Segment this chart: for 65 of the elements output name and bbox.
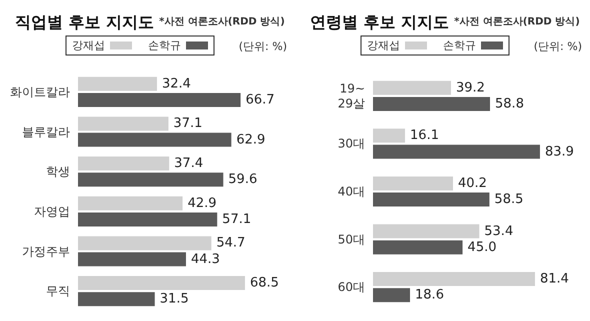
- data-label: 44.3: [190, 252, 220, 267]
- bar: [373, 192, 490, 207]
- text: (단위: %): [534, 40, 582, 53]
- data-label: 68.5: [250, 276, 279, 291]
- bar: [373, 176, 453, 190]
- bar: [373, 144, 540, 159]
- data-label: 16.1: [410, 128, 439, 144]
- bar: [78, 252, 186, 266]
- bar: [78, 92, 241, 107]
- bar: [78, 76, 157, 91]
- bar: [373, 96, 490, 111]
- bar: [78, 236, 212, 250]
- bar: [78, 292, 155, 306]
- bar: [373, 128, 406, 143]
- text: (단위: %): [238, 40, 288, 53]
- bar: [78, 276, 245, 290]
- data-label: 39.2: [456, 80, 485, 96]
- y-tick-label: 학생: [46, 164, 70, 179]
- data-label: 37.1: [173, 116, 202, 132]
- y-tick-label: 가정주부: [22, 244, 70, 258]
- data-label: 81.4: [540, 272, 569, 287]
- data-label: 45.0: [468, 240, 497, 255]
- data-label: 37.4: [174, 156, 204, 172]
- bar: [78, 196, 183, 210]
- legend-label: 강재섭: [367, 39, 400, 52]
- legend-label: 손학규: [443, 39, 476, 52]
- data-label: 59.6: [228, 172, 258, 188]
- data-label: 32.4: [162, 76, 191, 92]
- legend-label: 강재섭: [72, 39, 105, 52]
- y-tick-label: 19~ 29살: [338, 81, 365, 110]
- data-label: 57.1: [222, 212, 252, 227]
- bar: [78, 132, 232, 147]
- y-tick-label: 30대: [338, 136, 365, 151]
- data-label: 58.5: [494, 192, 524, 208]
- bar: [373, 240, 463, 254]
- chart-subtitle: *사전 여론조사(RDD 방식): [454, 16, 580, 28]
- bar: [78, 116, 168, 131]
- bar: [373, 224, 480, 238]
- data-label: 53.4: [484, 224, 514, 239]
- data-label: 54.7: [216, 236, 246, 251]
- y-tick-label: 자영업: [34, 204, 70, 218]
- data-label: 40.2: [458, 176, 487, 191]
- bar: [78, 172, 224, 187]
- bar: [78, 156, 170, 171]
- data-label: 42.9: [188, 196, 217, 211]
- chart-title: 직업별 후보 지지도: [15, 12, 154, 32]
- legend-label: 손학규: [148, 39, 181, 52]
- bar: [373, 288, 410, 302]
- chart-title: 연령별 후보 지지도: [310, 12, 450, 32]
- y-tick-label: 블루칼라: [22, 124, 70, 139]
- y-tick-label: 50대: [338, 232, 365, 246]
- data-label: 18.6: [415, 288, 444, 303]
- y-tick-label: 40대: [338, 184, 365, 198]
- data-label: 62.9: [236, 132, 266, 148]
- y-tick-label: 60대: [338, 280, 365, 294]
- bar: [78, 212, 218, 226]
- chart-subtitle: *사전 여론조사(RDD 방식): [159, 16, 285, 28]
- y-tick-label: 무직: [46, 284, 70, 298]
- data-label: 66.7: [246, 92, 275, 108]
- bar: [373, 80, 452, 95]
- data-label: 58.8: [495, 96, 524, 112]
- data-label: 83.9: [544, 144, 574, 160]
- y-tick-label: 화이트칼라: [10, 84, 70, 99]
- bar: [373, 272, 535, 286]
- data-label: 31.5: [160, 292, 189, 307]
